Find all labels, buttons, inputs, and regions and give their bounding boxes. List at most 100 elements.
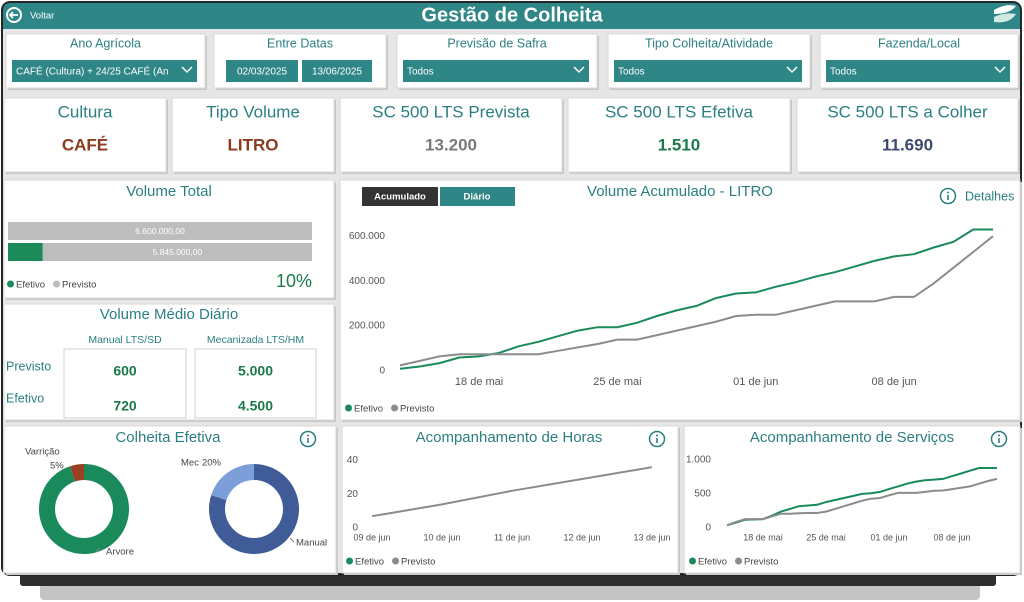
header-bar — [3, 3, 1020, 29]
date-input[interactable] — [302, 60, 372, 82]
row-label: Previsto — [6, 359, 51, 373]
date-from[interactable]: 02/03/2025 — [237, 67, 287, 78]
legend-label: Previsto — [401, 557, 435, 568]
chevron — [994, 66, 1006, 74]
bar — [8, 222, 312, 240]
page-title: Gestão de Colheita — [421, 4, 603, 26]
panel — [683, 425, 1021, 574]
info-icon[interactable] — [939, 187, 957, 205]
legend-marker — [735, 557, 743, 565]
table-value: 4.500 — [238, 398, 273, 414]
panel — [339, 97, 563, 173]
filter-label: Tipo Colheita/Atividade — [645, 36, 773, 50]
series-line — [371, 466, 653, 518]
dropdown-value[interactable]: Todos — [830, 67, 857, 78]
filter-label: Previsão de Safra — [447, 36, 546, 50]
panel-title: Volume Médio Diário — [100, 306, 238, 323]
x-tick-label: 09 de jun — [353, 532, 390, 542]
table-value: 5.000 — [238, 363, 273, 379]
y-tick-label: 40 — [347, 455, 359, 466]
donut-slice — [39, 464, 130, 554]
x-tick-label: 25 de mai — [806, 532, 846, 542]
x-tick-label: 12 de jun — [563, 532, 600, 542]
tab[interactable] — [440, 187, 515, 206]
row-label: Efetivo — [6, 391, 44, 405]
back-button[interactable]: Voltar — [6, 7, 54, 23]
x-tick-label: 10 de jun — [423, 532, 460, 542]
logo — [994, 5, 1016, 23]
x-tick-label: 18 de mai — [455, 376, 503, 388]
legend-marker — [391, 404, 399, 412]
dropdown[interactable] — [12, 60, 197, 82]
chevron — [181, 66, 193, 74]
panel — [171, 97, 335, 173]
slice-label: Varrição — [25, 447, 60, 458]
y-tick-label: 0 — [379, 366, 385, 377]
table-box — [63, 348, 187, 419]
y-tick-label: 0 — [705, 523, 711, 534]
kpi-label: SC 500 LTS Prevista — [372, 102, 530, 121]
date-to[interactable]: 13/06/2025 — [312, 67, 362, 78]
info-icon[interactable] — [648, 430, 666, 448]
legend-label: Efetivo — [698, 557, 727, 568]
x-tick-label: 08 de jun — [872, 376, 917, 388]
content: Ano Agrícola CAFÉ (Cultura) + 24/25 CAFÉ … — [3, 33, 1022, 575]
info-icon[interactable] — [299, 430, 317, 448]
kpi-value: CAFÉ — [62, 135, 108, 154]
tab-label[interactable]: Acumulado — [374, 192, 426, 203]
legend-label: Efetivo — [16, 280, 45, 291]
panel-title: Volume Total — [126, 183, 212, 200]
series-line — [726, 477, 998, 527]
donut-slice — [211, 464, 254, 501]
legend-label: Previsto — [400, 404, 434, 415]
dropdown-value[interactable]: Todos — [618, 67, 645, 78]
dropdown-value[interactable]: CAFÉ (Cultura) + 24/25 CAFÉ (An — [16, 65, 169, 78]
tab[interactable] — [362, 187, 438, 206]
chart-title: Acompanhamento de Horas — [416, 429, 603, 446]
tab-label[interactable]: Diário — [464, 192, 491, 203]
slice-label: Arvore — [106, 547, 134, 558]
table-value: 720 — [113, 398, 137, 414]
legend-label: Previsto — [62, 280, 96, 291]
filter-label: Fazenda/Local — [878, 36, 960, 50]
info-icon[interactable] — [990, 430, 1008, 448]
kpi-value: 11.690 — [882, 135, 933, 154]
leader — [289, 537, 295, 543]
panel — [341, 425, 679, 574]
x-tick-label: 11 de jun — [494, 532, 530, 542]
kpi-label: Tipo Volume — [206, 102, 300, 121]
panel — [3, 425, 337, 574]
panel — [3, 97, 167, 173]
panel — [796, 97, 1019, 173]
kpi-label: SC 500 LTS a Colher — [827, 102, 988, 121]
dropdown[interactable] — [826, 60, 1010, 82]
panel — [339, 179, 1021, 421]
dropdown-value[interactable]: Todos — [407, 67, 434, 78]
x-tick-label: 18 de mai — [743, 532, 783, 542]
filter-label: Ano Agrícola — [70, 36, 141, 50]
legend-label: Efetivo — [355, 557, 384, 568]
legend-marker — [53, 280, 61, 288]
table-box — [194, 348, 317, 419]
kpi-value: LITRO — [228, 135, 279, 154]
panel — [567, 97, 791, 173]
y-tick-label: 1.000 — [686, 454, 711, 465]
dropdown[interactable] — [403, 60, 589, 82]
y-tick-label: 200.000 — [349, 321, 386, 332]
details-link[interactable]: Detalhes — [965, 189, 1014, 203]
info-icon — [656, 434, 658, 437]
legend-marker — [7, 280, 14, 288]
y-tick-label: 500 — [694, 489, 711, 500]
y-tick-label: 0 — [352, 523, 358, 534]
column-header: Manual LTS/SD — [88, 334, 162, 346]
series-line — [399, 228, 993, 370]
legend-label: Efetivo — [354, 404, 383, 415]
kpi-label: Cultura — [58, 102, 113, 121]
x-tick-label: 01 de jun — [733, 376, 778, 388]
chevron — [573, 66, 585, 74]
legend-marker — [689, 557, 696, 565]
back-label[interactable]: Voltar — [30, 11, 54, 22]
date-input[interactable] — [226, 60, 298, 82]
dropdown[interactable] — [614, 60, 802, 82]
